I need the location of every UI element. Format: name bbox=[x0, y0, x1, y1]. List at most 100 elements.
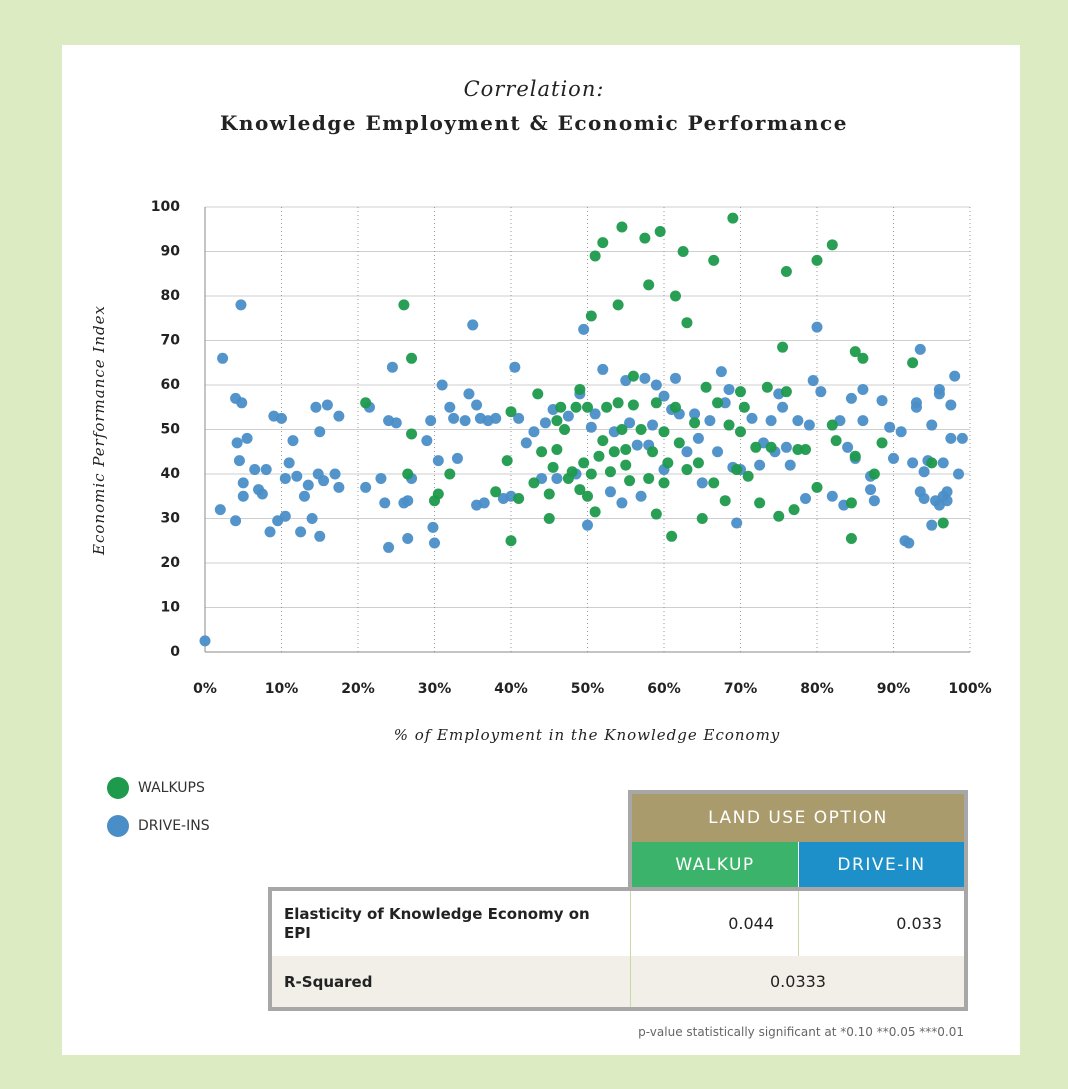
point bbox=[845, 533, 857, 545]
legend-marker bbox=[107, 777, 129, 799]
point bbox=[692, 457, 704, 469]
point bbox=[884, 421, 896, 433]
point bbox=[585, 310, 597, 322]
point bbox=[432, 455, 444, 467]
point bbox=[807, 375, 819, 387]
point bbox=[754, 497, 766, 509]
point bbox=[276, 412, 287, 424]
point bbox=[647, 419, 659, 431]
point bbox=[662, 457, 674, 469]
point bbox=[505, 406, 517, 418]
x-tick-label: 20% bbox=[341, 681, 375, 697]
y-tick-label: 10 bbox=[161, 600, 181, 616]
point bbox=[427, 521, 439, 533]
cell: 0.044 bbox=[728, 914, 774, 933]
point bbox=[658, 426, 670, 438]
point bbox=[283, 457, 295, 469]
y-tick-label: 100 bbox=[151, 199, 180, 215]
x-tick-label: 10% bbox=[265, 681, 299, 697]
chart-title: Correlation: bbox=[464, 77, 605, 101]
point bbox=[719, 397, 731, 409]
point bbox=[589, 506, 601, 518]
x-tick-label: 60% bbox=[647, 681, 681, 697]
point bbox=[696, 477, 708, 489]
point bbox=[471, 399, 483, 411]
point bbox=[647, 446, 659, 458]
point bbox=[723, 419, 735, 431]
point bbox=[532, 388, 544, 400]
point bbox=[217, 352, 229, 364]
point bbox=[773, 510, 785, 522]
point bbox=[700, 381, 712, 393]
point bbox=[761, 381, 773, 393]
point bbox=[582, 401, 593, 413]
point bbox=[800, 492, 812, 504]
y-tick-label: 70 bbox=[161, 333, 181, 349]
point bbox=[792, 444, 804, 456]
point bbox=[842, 441, 854, 453]
point bbox=[949, 370, 961, 382]
point bbox=[463, 388, 475, 400]
point bbox=[509, 361, 521, 373]
point bbox=[765, 415, 777, 427]
point bbox=[513, 492, 525, 504]
point bbox=[865, 484, 877, 496]
point bbox=[597, 435, 609, 447]
y-tick-label: 30 bbox=[161, 511, 181, 527]
point bbox=[298, 490, 310, 502]
point bbox=[570, 401, 582, 413]
point bbox=[792, 415, 804, 427]
point bbox=[513, 412, 525, 424]
point bbox=[578, 323, 590, 335]
point bbox=[669, 372, 681, 384]
point bbox=[696, 513, 708, 524]
point bbox=[731, 464, 743, 476]
point bbox=[260, 464, 272, 476]
point bbox=[712, 397, 724, 409]
point bbox=[689, 417, 701, 429]
point bbox=[784, 459, 796, 471]
point bbox=[620, 459, 632, 471]
row-bg bbox=[272, 956, 964, 1007]
point bbox=[574, 383, 586, 395]
point bbox=[390, 417, 402, 429]
point bbox=[406, 428, 418, 440]
point bbox=[333, 410, 345, 422]
point bbox=[379, 497, 391, 509]
point bbox=[654, 225, 666, 237]
point bbox=[566, 466, 578, 478]
row-label: R-Squared bbox=[284, 972, 373, 991]
point bbox=[214, 504, 226, 516]
point bbox=[826, 490, 838, 502]
point bbox=[612, 397, 624, 409]
point bbox=[236, 397, 248, 409]
point bbox=[830, 435, 842, 447]
point bbox=[742, 470, 754, 482]
point bbox=[735, 386, 746, 398]
point bbox=[926, 519, 938, 531]
point bbox=[849, 346, 861, 358]
point bbox=[597, 237, 609, 249]
point bbox=[627, 399, 639, 411]
point bbox=[681, 317, 693, 329]
point bbox=[918, 466, 930, 478]
point bbox=[429, 537, 440, 549]
point bbox=[601, 401, 613, 413]
x-tick-label: 0% bbox=[193, 681, 217, 697]
point bbox=[907, 357, 919, 369]
point bbox=[501, 455, 513, 467]
point bbox=[562, 410, 574, 422]
point bbox=[589, 250, 601, 262]
point bbox=[746, 412, 758, 424]
border bbox=[964, 842, 968, 887]
point bbox=[811, 481, 823, 493]
point bbox=[715, 366, 727, 378]
border bbox=[628, 842, 632, 887]
point bbox=[291, 470, 303, 482]
point bbox=[578, 457, 590, 469]
point bbox=[624, 475, 636, 487]
point bbox=[635, 490, 647, 502]
point bbox=[926, 457, 938, 469]
point bbox=[945, 432, 957, 444]
point bbox=[754, 459, 766, 471]
